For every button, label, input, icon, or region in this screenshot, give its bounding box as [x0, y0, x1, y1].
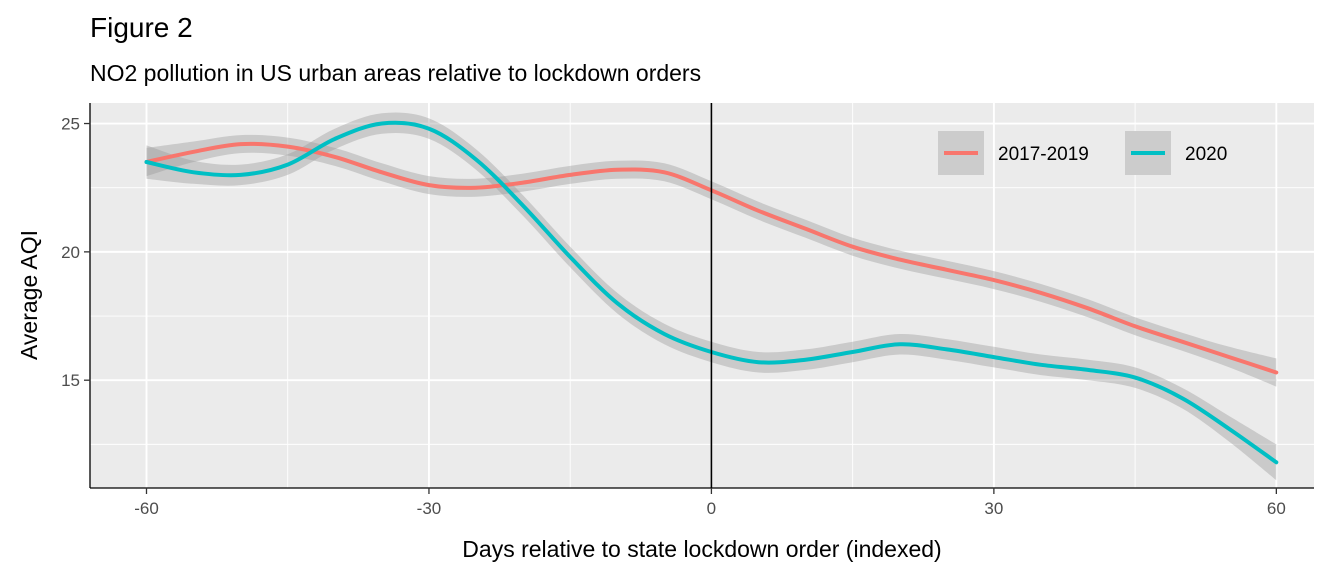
- figure-title: Figure 2: [90, 12, 193, 43]
- y-tick-label: 25: [61, 115, 80, 134]
- y-axis-ticks: 15 20 25: [61, 115, 90, 390]
- legend-label-2020: 2020: [1185, 144, 1227, 165]
- y-axis-title: Average AQI: [16, 230, 42, 360]
- x-tick-label: -60: [134, 499, 159, 518]
- plot-panel: [90, 103, 1314, 488]
- x-tick-label: 30: [984, 499, 1003, 518]
- figure-subtitle: NO2 pollution in US urban areas relative…: [90, 60, 702, 86]
- series-line-2020: [144, 120, 1279, 465]
- x-tick-label: 0: [707, 499, 716, 518]
- x-tick-label: 60: [1267, 499, 1286, 518]
- x-axis-title: Days relative to state lockdown order (i…: [462, 536, 941, 562]
- legend: 2017-2019 2020: [938, 131, 1227, 175]
- y-tick-label: 15: [61, 371, 80, 390]
- x-tick-label: -30: [417, 499, 442, 518]
- legend-label-2017-2019: 2017-2019: [998, 144, 1089, 165]
- x-axis-ticks: -60 -30 0 30 60: [134, 488, 1286, 518]
- y-tick-label: 20: [61, 243, 80, 262]
